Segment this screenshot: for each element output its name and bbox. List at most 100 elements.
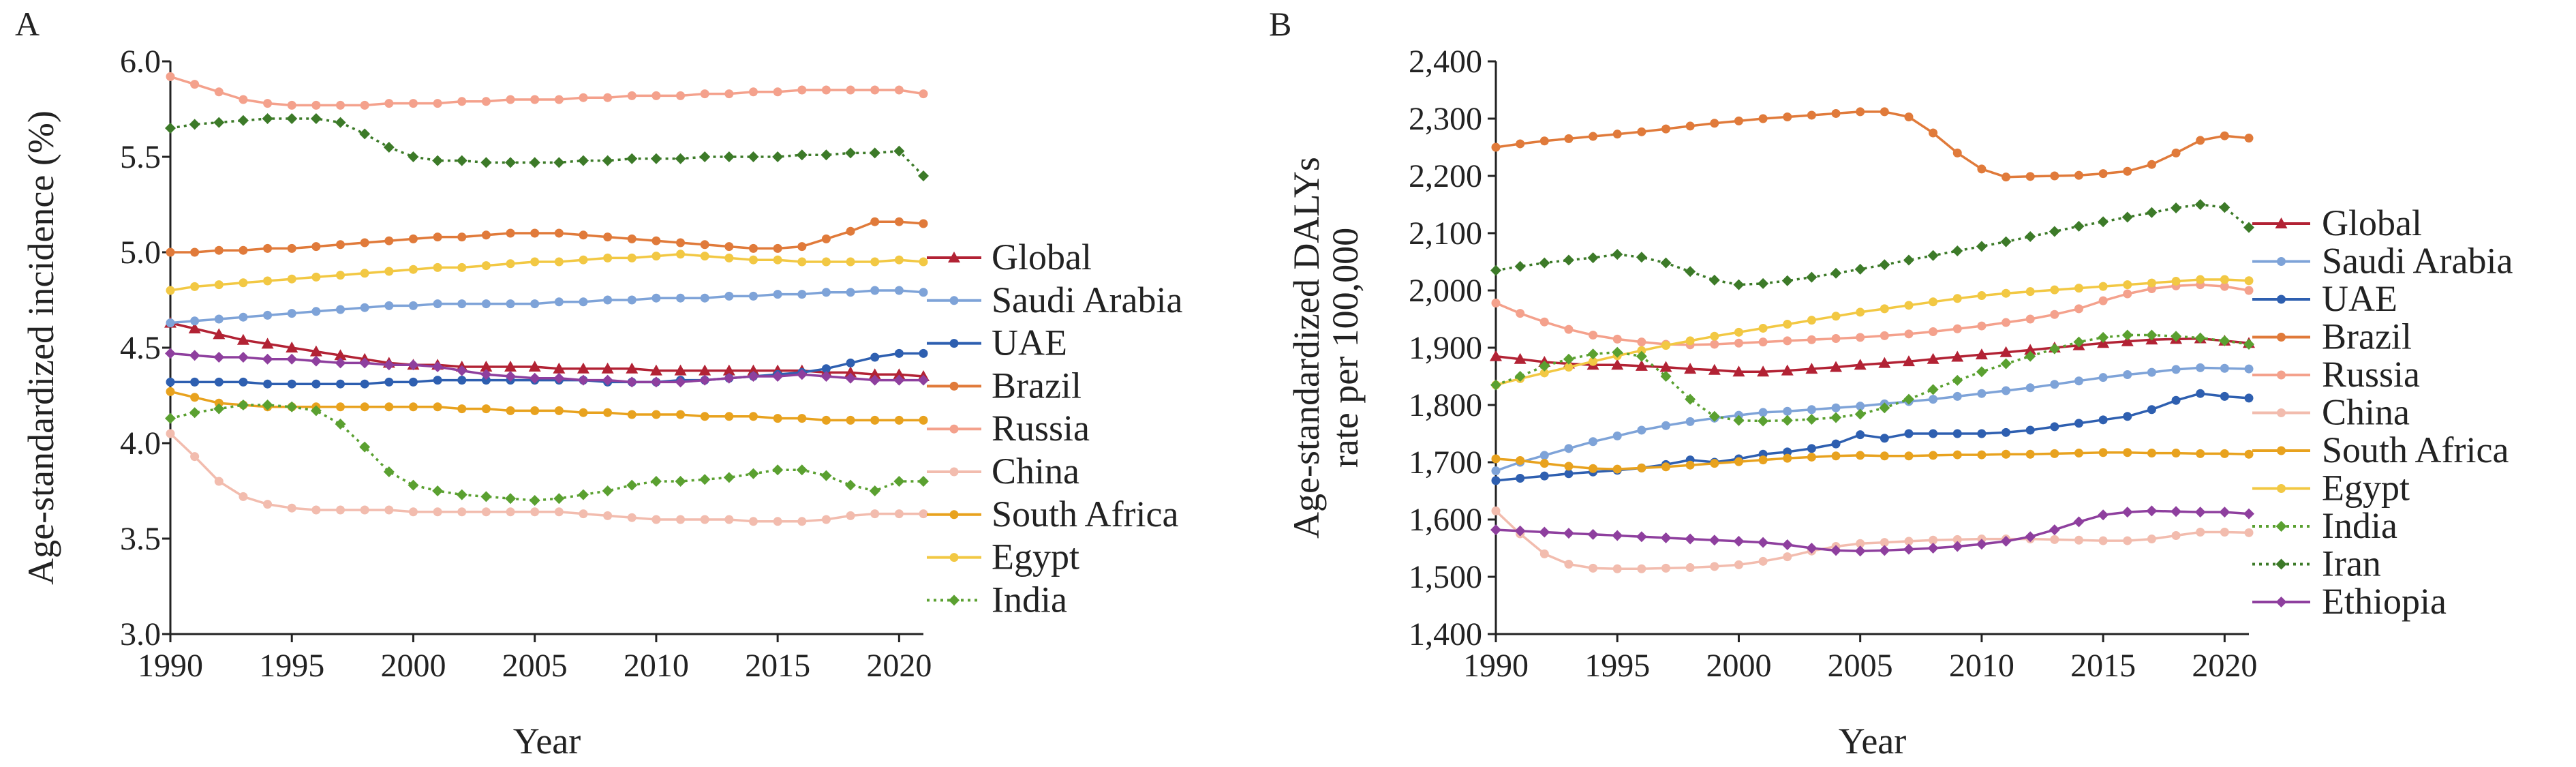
data-point	[166, 318, 175, 328]
data-point	[1539, 471, 1549, 481]
data-point	[286, 342, 298, 352]
legend-swatch-marker	[2277, 333, 2286, 342]
data-point	[797, 257, 807, 267]
data-point	[505, 157, 517, 168]
x-axis-title: Year	[1839, 721, 1907, 762]
data-point	[2073, 516, 2085, 528]
data-point	[408, 151, 419, 162]
data-point	[1587, 252, 1599, 264]
data-point	[1514, 352, 1527, 364]
data-point	[2171, 277, 2181, 286]
data-point	[1685, 266, 1696, 277]
data-point	[190, 377, 200, 387]
data-point	[1831, 451, 1841, 461]
data-point	[699, 364, 711, 376]
data-point	[649, 364, 662, 376]
data-point	[237, 352, 249, 363]
data-point	[190, 452, 200, 462]
data-point	[2220, 275, 2229, 284]
data-point	[166, 247, 175, 257]
data-point	[2050, 310, 2059, 319]
data-point	[1856, 107, 1865, 117]
data-point	[214, 377, 224, 387]
data-point	[189, 350, 200, 361]
data-point	[748, 243, 758, 253]
data-point	[530, 228, 540, 238]
x-tick-label: 1990	[1463, 648, 1529, 684]
legend-item-egypt: Egypt	[2252, 468, 2410, 509]
data-point	[334, 349, 347, 361]
data-point	[797, 242, 807, 252]
data-point	[1491, 454, 1501, 464]
legend-label: Egypt	[992, 537, 1079, 577]
data-point	[359, 357, 371, 369]
data-point	[2123, 448, 2132, 457]
legend-item-south-africa: South Africa	[2252, 430, 2509, 470]
data-point	[433, 299, 442, 309]
data-point	[1781, 415, 1793, 426]
data-point	[336, 100, 346, 110]
data-point	[748, 255, 758, 265]
data-point	[748, 291, 758, 301]
data-point	[1758, 415, 1769, 427]
data-point	[311, 242, 321, 252]
data-point	[433, 376, 442, 385]
data-point	[2243, 508, 2254, 520]
data-point	[1539, 360, 1550, 372]
data-point	[336, 505, 346, 515]
data-point	[1805, 363, 1818, 374]
data-point	[2025, 287, 2035, 297]
data-point	[1807, 405, 1816, 415]
data-point	[190, 80, 200, 89]
data-point	[554, 228, 564, 238]
data-point	[2123, 280, 2132, 290]
data-point	[1758, 114, 1768, 123]
data-point	[893, 145, 905, 157]
data-point	[1636, 350, 1647, 362]
y-tick-label: 1,700	[1409, 445, 1482, 481]
series-line	[1495, 333, 2250, 423]
data-point	[2171, 365, 2181, 374]
data-point	[1903, 254, 1914, 266]
data-point	[166, 387, 175, 396]
data-point	[626, 153, 638, 164]
y-axis-title: Age-standardized incidence (%)	[20, 110, 61, 585]
data-point	[1999, 346, 2012, 357]
series-ethiopia	[165, 348, 929, 388]
data-point	[1710, 331, 1719, 341]
data-point	[263, 310, 273, 320]
data-point	[2244, 528, 2254, 537]
data-point	[1952, 535, 1962, 544]
data-point	[1708, 274, 1720, 286]
data-point	[869, 147, 880, 159]
data-point	[1661, 421, 1671, 430]
y-tick-label: 1,900	[1409, 330, 1482, 366]
data-point	[481, 230, 491, 240]
data-point	[870, 415, 880, 425]
data-point	[1831, 334, 1841, 344]
data-point	[2074, 535, 2083, 545]
series-line	[170, 117, 925, 177]
legend-item-south-africa: South Africa	[927, 494, 1178, 535]
data-point	[579, 230, 588, 240]
data-point	[1587, 348, 1599, 360]
data-point	[1781, 539, 1793, 550]
data-point	[894, 217, 904, 226]
data-point	[2074, 376, 2083, 386]
series-india	[165, 400, 929, 506]
data-point	[797, 517, 807, 526]
data-point	[165, 412, 176, 424]
data-point	[2147, 449, 2156, 458]
x-tick-label: 2000	[380, 648, 446, 684]
y-tick-label: 5.5	[120, 139, 161, 175]
data-point	[845, 147, 857, 159]
x-tick-label: 1990	[138, 648, 203, 684]
legend-item-global: Global	[2252, 202, 2422, 243]
data-point	[1611, 359, 1624, 370]
data-point	[870, 352, 880, 362]
data-point	[506, 299, 515, 309]
data-point	[360, 303, 369, 312]
data-point	[2146, 207, 2158, 218]
y-tick-label: 4.5	[120, 330, 161, 366]
data-point	[796, 369, 808, 380]
